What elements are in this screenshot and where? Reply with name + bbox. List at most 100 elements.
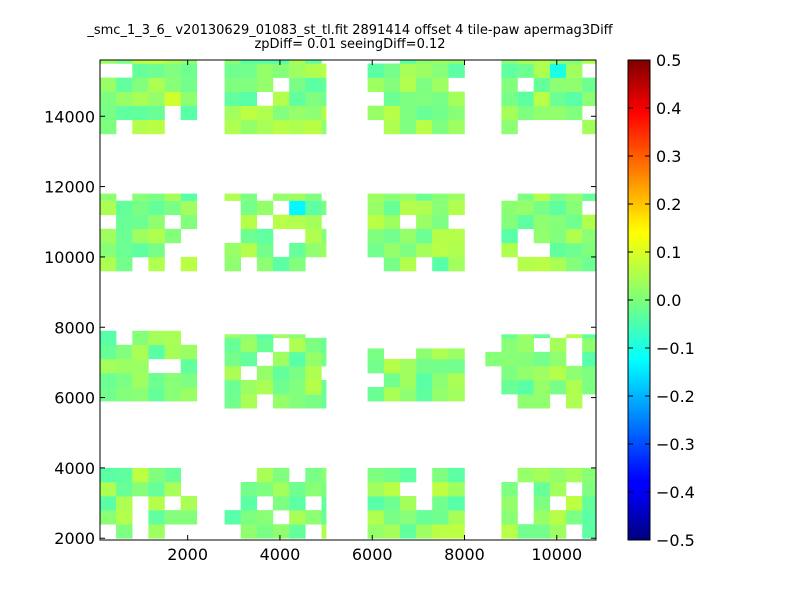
heatmap-cell	[289, 60, 306, 64]
heatmap-cell	[132, 60, 149, 64]
heatmap-cell	[321, 394, 327, 409]
heatmap-cell	[517, 524, 534, 539]
heatmap-cell	[148, 510, 165, 525]
heatmap-cell	[416, 63, 433, 78]
heatmap-cell	[289, 77, 306, 92]
heatmap-cell	[164, 510, 181, 525]
plot-frame	[99, 59, 597, 541]
heatmap-cell	[132, 373, 149, 388]
colorbar-tick-label: 0.0	[656, 291, 681, 310]
heatmap-cell	[116, 358, 133, 374]
heatmap-cell	[383, 91, 401, 106]
heatmap-cell	[367, 348, 384, 360]
heatmap-cell	[416, 387, 433, 402]
heatmap-cell	[448, 524, 465, 539]
heatmap-cell	[289, 242, 306, 258]
heatmap-cell	[533, 482, 551, 497]
heatmap-cell	[289, 496, 306, 511]
heatmap-cell	[432, 524, 449, 539]
heatmap-cell	[416, 214, 433, 230]
heatmap-cell	[256, 256, 274, 272]
heatmap-cell	[533, 394, 551, 409]
chart-title-line2: zpDiff= 0.01 seeingDiff=0.12	[254, 37, 446, 52]
heatmap-cell	[240, 524, 258, 539]
heatmap-cell	[224, 193, 241, 201]
heatmap-cell	[432, 63, 449, 78]
heatmap-cell	[273, 365, 290, 381]
heatmap-cell	[164, 200, 181, 216]
heatmap-cell	[367, 193, 384, 201]
heatmap-cell	[289, 380, 306, 395]
heatmap-cell	[224, 394, 241, 409]
heatmap-cell	[224, 91, 241, 106]
heatmap-cell	[256, 77, 274, 92]
heatmap-cell	[582, 351, 597, 367]
heatmap-cell	[164, 387, 181, 402]
heatmap-cell	[582, 228, 597, 244]
heatmap-cell	[582, 380, 597, 395]
heatmap-cell	[305, 228, 322, 244]
heatmap-cell	[367, 358, 384, 374]
y-tick-label: 12000	[44, 178, 95, 197]
heatmap-cell	[224, 510, 241, 525]
heatmap-cell	[305, 119, 322, 135]
heatmap-cell	[399, 91, 417, 106]
heatmap-cell	[164, 91, 181, 106]
heatmap-cell	[533, 200, 551, 216]
heatmap-cell	[517, 380, 534, 395]
heatmap-cell	[305, 63, 322, 78]
heatmap-cell	[180, 200, 198, 216]
heatmap-cell	[321, 510, 327, 525]
heatmap-cell	[100, 373, 117, 388]
heatmap-cell	[321, 105, 327, 121]
heatmap-cell	[305, 394, 322, 409]
heatmap-cell	[432, 200, 449, 216]
heatmap-cell	[305, 482, 322, 497]
heatmap-cell	[533, 214, 551, 230]
heatmap-cell	[240, 337, 258, 353]
heatmap-cell	[566, 334, 583, 339]
heatmap-cell	[148, 91, 165, 106]
heatmap-cell	[164, 330, 181, 346]
heatmap-cell	[148, 344, 165, 360]
heatmap-cell	[533, 524, 551, 539]
heatmap-cell	[240, 228, 258, 244]
heatmap-cell	[432, 358, 449, 374]
heatmap-cell	[132, 193, 149, 201]
heatmap-cell	[533, 467, 551, 483]
heatmap-cell	[501, 63, 518, 78]
heatmap-cell	[289, 193, 306, 201]
heatmap-cell	[399, 467, 417, 483]
heatmap-cell	[116, 344, 133, 360]
heatmap-cell	[256, 228, 274, 244]
heatmap-cell	[517, 365, 534, 381]
heatmap-cell	[164, 467, 181, 483]
heatmap-cell	[305, 193, 322, 201]
heatmap-cell	[180, 373, 198, 388]
heatmap-cell	[533, 91, 551, 106]
heatmap-cell	[383, 119, 401, 135]
heatmap-cell	[399, 193, 417, 201]
heatmap-cell	[240, 63, 258, 78]
colorbar-tick-label: 0.2	[656, 195, 681, 214]
heatmap-cell	[582, 496, 597, 511]
heatmap-cell	[367, 105, 384, 121]
heatmap-cell	[501, 337, 518, 353]
heatmap-cell	[240, 119, 258, 135]
heatmap-cell	[180, 387, 198, 402]
heatmap-cell	[501, 482, 518, 497]
heatmap-cell	[132, 467, 149, 483]
heatmap-cell	[566, 510, 583, 525]
heatmap-cell	[533, 256, 551, 272]
heatmap-cell	[180, 193, 198, 201]
heatmap-cell	[416, 524, 433, 539]
heatmap-cell	[273, 63, 290, 78]
colorbar-tick-label: 0.1	[656, 243, 681, 262]
heatmap-cell	[180, 105, 198, 121]
heatmap-cell	[116, 510, 133, 525]
heatmap-cell	[432, 77, 449, 92]
heatmap-cell	[289, 394, 306, 409]
heatmap-cell	[383, 77, 401, 92]
heatmap-cell	[180, 214, 198, 230]
